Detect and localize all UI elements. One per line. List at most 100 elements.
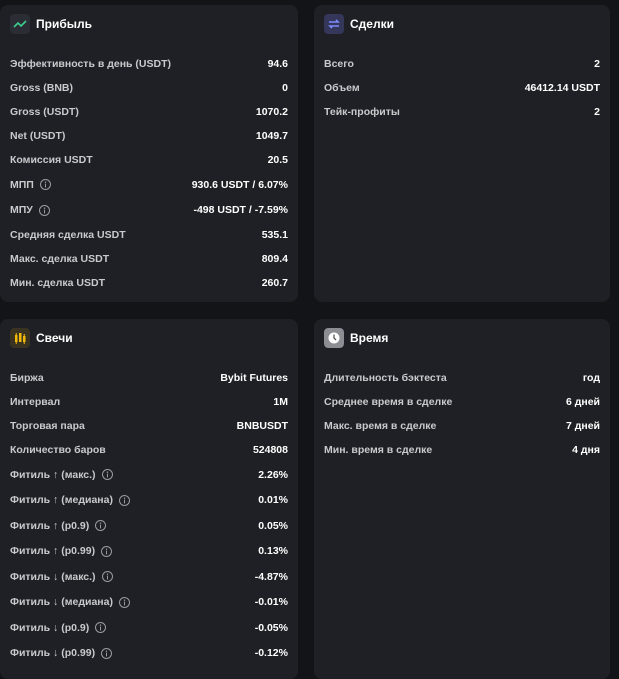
stat-list: Длительность бэктеста год Среднее время в … [324, 366, 600, 462]
stat-label: Фитиль ↓ (макс.) [10, 571, 113, 583]
stat-label: Net (USDT) [10, 130, 65, 142]
stat-value: 1070.2 [255, 106, 288, 118]
stat-value: 524808 [252, 444, 288, 456]
stat-row: Фитиль ↓ (p0.9) -0.05% [10, 615, 288, 641]
stat-label-text: Объем [324, 82, 360, 94]
panel-header: Прибыль [10, 14, 92, 34]
stat-label: Фитиль ↑ (p0.99) [10, 545, 113, 558]
stat-row: Количество баров 524808 [10, 438, 288, 462]
stat-label: Макс. сделка USDT [10, 253, 109, 265]
info-glyph [106, 573, 108, 580]
stat-list: Эффективность в день (USDT) 94.6 Gross (BN… [10, 52, 288, 295]
stat-label: Фитиль ↓ (p0.9) [10, 621, 107, 634]
stat-value: 0.13% [258, 545, 288, 558]
stat-label-text: МПУ [10, 204, 33, 217]
panel-icon [10, 328, 30, 348]
info-icon[interactable] [101, 647, 113, 659]
stat-label: Эффективность в день (USDT) [10, 58, 171, 70]
stat-label: Фитиль ↑ (p0.9) [10, 519, 107, 532]
stat-row: Торговая пара BNBUSDT [10, 414, 288, 438]
panel-header: Сделки [324, 14, 394, 34]
panel-icon [324, 328, 344, 348]
panel-icon [10, 14, 30, 34]
stat-row: Биржа Bybit Futures [10, 366, 288, 390]
stat-value: -4.87% [254, 570, 288, 583]
stat-value: 2 [594, 58, 600, 70]
stat-label-text: Фитиль ↓ (p0.9) [10, 621, 90, 634]
stat-row: Мин. сделка USDT 260.7 [10, 271, 288, 295]
stat-label: Всего [324, 58, 354, 70]
stat-list: Биржа Bybit Futures Интервал 1M Торговая пар… [10, 366, 288, 666]
stat-row: Фитиль ↓ (макс.) -4.87% [10, 564, 288, 590]
stat-value: 1M [273, 396, 288, 408]
stat-label-text: Эффективность в день (USDT) [10, 58, 171, 70]
stat-label-text: Фитиль ↑ (p0.99) [10, 545, 96, 558]
info-icon[interactable] [39, 179, 51, 191]
info-icon[interactable] [95, 622, 107, 634]
info-icon[interactable] [38, 204, 50, 216]
stat-row: Мин. время в сделке 4 дня [324, 438, 600, 462]
stat-value: -498 USDT / -7.59% [193, 204, 288, 217]
info-glyph [44, 181, 47, 188]
stat-value: -0.05% [254, 621, 288, 634]
info-icon[interactable] [95, 520, 107, 532]
stat-row: Фитиль ↑ (p0.9) 0.05% [10, 513, 288, 539]
panel: Сделки Всего 2 Объем 46412.14 USDT Тейк-профи… [314, 5, 610, 302]
stat-label-text: Всего [324, 58, 354, 70]
stat-label: Средняя сделка USDT [10, 229, 126, 241]
stat-label: Объем [324, 82, 360, 94]
stat-value: 930.6 USDT / 6.07% [191, 178, 288, 191]
stat-label-text: Количество баров [10, 444, 106, 456]
stat-row: Среднее время в сделке 6 дней [324, 390, 600, 414]
stat-label: Фитиль ↓ (медиана) [10, 596, 130, 608]
stat-label: Gross (USDT) [10, 106, 79, 118]
stat-row: Макс. время в сделке 7 дней [324, 414, 600, 438]
info-glyph [105, 548, 108, 555]
stat-label-text: Gross (BNB) [10, 82, 74, 94]
stat-label-text: МПП [10, 178, 34, 191]
stat-value: 7 дней [565, 420, 600, 432]
stat-row: Объем 46412.14 USDT [324, 76, 600, 100]
stat-value: BNBUSDT [236, 420, 288, 432]
stat-value: 1049.7 [255, 130, 288, 142]
stat-row: Net (USDT) 1049.7 [10, 124, 288, 148]
stat-label: Длительность бэктеста [324, 372, 447, 384]
stat-label: Gross (BNB) [10, 82, 73, 94]
stat-label: Фитиль ↑ (медиана) [10, 494, 130, 506]
info-icon[interactable] [118, 596, 130, 608]
stat-row: МПП 930.6 USDT / 6.07% [10, 172, 288, 198]
info-icon[interactable] [118, 494, 130, 506]
stat-label-text: Net (USDT) [10, 130, 66, 142]
info-glyph [106, 471, 108, 478]
stat-label: Тейк-профиты [324, 106, 400, 118]
stat-row: Фитиль ↑ (медиана) 0.01% [10, 488, 288, 514]
info-icon[interactable] [101, 469, 113, 481]
stat-row: Тейк-профиты 2 [324, 100, 600, 124]
stat-label-text: Фитиль ↑ (медиана) [10, 494, 113, 507]
stat-value: 4 дня [572, 444, 600, 456]
stat-label-text: Макс. время в сделке [324, 420, 437, 432]
stat-row: Фитиль ↓ (p0.99) -0.12% [10, 641, 288, 667]
panel: Свечи Биржа Bybit Futures Интервал 1M Торгова… [0, 319, 298, 679]
stat-value: 535.1 [261, 229, 288, 241]
stat-label-text: Мин. время в сделке [324, 444, 433, 456]
stat-row: Фитиль ↑ (макс.) 2.26% [10, 462, 288, 488]
stat-value: 0.05% [258, 519, 288, 532]
stat-row: Макс. сделка USDT 809.4 [10, 247, 288, 271]
stat-label-text: Мин. сделка USDT [10, 277, 105, 289]
stat-row: Gross (USDT) 1070.2 [10, 100, 288, 124]
panel: Прибыль Эффективность в день (USDT) 94.6 Gr… [0, 5, 298, 302]
stat-label: Комиссия USDT [10, 154, 93, 166]
stat-label: Количество баров [10, 444, 106, 456]
stat-label-text: Макс. сделка USDT [10, 253, 110, 265]
info-glyph [123, 599, 126, 606]
stat-value: -0.01% [254, 596, 288, 609]
stat-label-text: Фитиль ↑ (p0.9) [10, 519, 90, 532]
stat-label-text: Интервал [10, 396, 61, 408]
stat-value: год [582, 372, 600, 384]
stat-value: 94.6 [267, 58, 288, 70]
info-icon[interactable] [101, 545, 113, 557]
panel-icon [324, 14, 344, 34]
info-icon[interactable] [101, 571, 113, 583]
